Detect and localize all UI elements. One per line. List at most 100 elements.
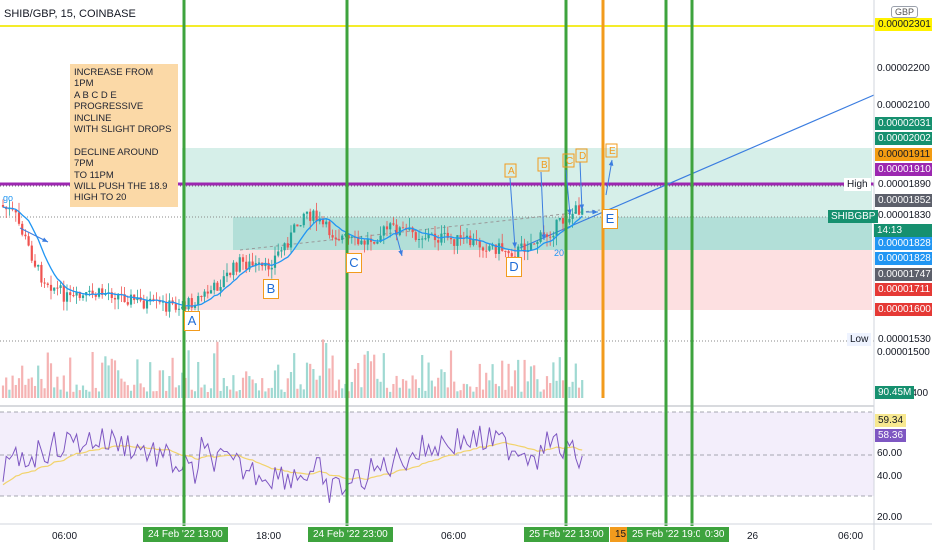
volume-bar	[69, 357, 72, 398]
price-badge[interactable]: 0.00001852	[875, 194, 932, 207]
price-badge[interactable]: 0.00002002	[875, 132, 932, 145]
volume-bar	[5, 377, 8, 398]
point-a-label[interactable]: A	[184, 311, 200, 331]
time-badge[interactable]: 25 Feb '22 13:00	[524, 527, 609, 542]
price-badge[interactable]: 0.00001600	[875, 303, 932, 316]
price-badge[interactable]: 0.00002301	[875, 18, 932, 31]
volume-bar	[139, 383, 142, 398]
candle-body	[81, 295, 85, 298]
volume-bar	[14, 384, 17, 398]
price-badge[interactable]: 0.00001890	[875, 178, 932, 191]
time-badge[interactable]: 25 Feb '22 19:00	[627, 527, 712, 542]
symbol-title[interactable]: SHIB/GBP, 15, COINBASE	[4, 8, 136, 20]
currency-label[interactable]: GBP	[891, 6, 919, 18]
candle-body	[229, 272, 232, 276]
point-d-label[interactable]: D	[506, 257, 522, 277]
price-badge[interactable]: 0.00001910	[875, 163, 932, 176]
point-c-label[interactable]: C	[346, 253, 362, 273]
volume-bar	[321, 339, 325, 398]
candle-body	[40, 264, 43, 283]
candle-body	[427, 234, 430, 239]
volume-bar	[174, 387, 177, 398]
volume-bar	[232, 375, 235, 398]
volume-bar	[1, 385, 5, 398]
volume-bar	[88, 391, 91, 398]
candle-body	[488, 246, 491, 251]
candle-body	[469, 235, 472, 246]
point-e-label[interactable]: E	[602, 209, 618, 229]
volume-bar	[136, 359, 139, 398]
volume-bar	[561, 380, 565, 398]
time-badge[interactable]: 0:30	[700, 527, 730, 542]
price-badge[interactable]: 0.00001530	[875, 333, 932, 346]
rsi-ma-line	[2, 441, 583, 486]
volume-bar	[401, 379, 405, 398]
price-badge[interactable]: 0.00001747	[875, 268, 932, 281]
candle-body	[1, 205, 5, 207]
price-badge[interactable]: 90.45M	[875, 386, 915, 399]
price-badge[interactable]: 0.00001830	[875, 209, 932, 222]
candle-body	[549, 236, 552, 238]
volume-bar	[501, 360, 504, 398]
candle-body	[46, 283, 49, 285]
volume-bar	[469, 386, 472, 398]
candle-body	[37, 264, 40, 267]
candle-body	[49, 284, 53, 291]
price-badge[interactable]: 0.00001828	[875, 237, 932, 250]
price-badge[interactable]: 0.00001911	[875, 148, 932, 161]
volume-bar	[478, 363, 481, 398]
volume-bar	[241, 377, 245, 398]
price-scale-label: 1.400	[903, 388, 929, 399]
volume-bar	[289, 371, 293, 398]
volume-bar	[517, 359, 520, 398]
candle-body	[161, 301, 165, 303]
volume-bar	[347, 391, 350, 398]
volume-bar	[376, 378, 379, 398]
volume-bar	[574, 363, 577, 398]
volume-bar	[481, 389, 485, 398]
volume-bar	[206, 391, 209, 398]
candle-body	[417, 238, 421, 240]
volume-bar	[571, 381, 574, 398]
time-badge[interactable]: 24 Feb '22 23:00	[308, 527, 393, 542]
candle-body	[459, 235, 462, 239]
time-label: 06:00	[838, 531, 864, 542]
candle-body	[481, 247, 485, 251]
volume-bar	[312, 369, 315, 398]
candle-body	[507, 251, 510, 254]
candle-body	[305, 211, 309, 214]
candle-body	[510, 253, 513, 257]
time-badge[interactable]: 24 Feb '22 13:00	[143, 527, 228, 542]
volume-bar	[408, 388, 411, 398]
candle-body	[59, 285, 62, 289]
price-badge[interactable]: 0.00001711	[875, 283, 932, 296]
volume-bar	[568, 386, 571, 398]
candle-body	[392, 223, 395, 225]
volume-bar	[504, 389, 507, 398]
volume-bar	[85, 389, 88, 398]
volume-bar	[305, 362, 309, 398]
volume-bar	[491, 364, 494, 398]
annotation-note[interactable]: INCREASE FROM 1PM A B C D E PROGRESSIVE …	[70, 64, 178, 207]
candle-body	[206, 291, 209, 294]
candle-body	[373, 241, 376, 244]
volume-bar	[433, 386, 437, 398]
candle-body	[533, 243, 536, 245]
point-b-label[interactable]: B	[263, 279, 279, 299]
candle-body	[382, 226, 385, 236]
price-badge[interactable]: 0.00002031	[875, 117, 932, 130]
volume-bar	[488, 380, 491, 398]
volume-bar	[181, 372, 184, 398]
volume-bar	[245, 371, 248, 398]
volume-bar	[161, 370, 165, 398]
volume-bar	[494, 383, 497, 398]
candle-body	[113, 297, 117, 300]
candle-body	[149, 298, 152, 301]
price-badge[interactable]: 0.00001828	[875, 252, 932, 265]
time-badge[interactable]: 15	[610, 527, 632, 542]
volume-bar	[152, 391, 155, 398]
price-scale-label: 0.00002100	[877, 100, 930, 111]
volume-bar	[187, 350, 190, 398]
